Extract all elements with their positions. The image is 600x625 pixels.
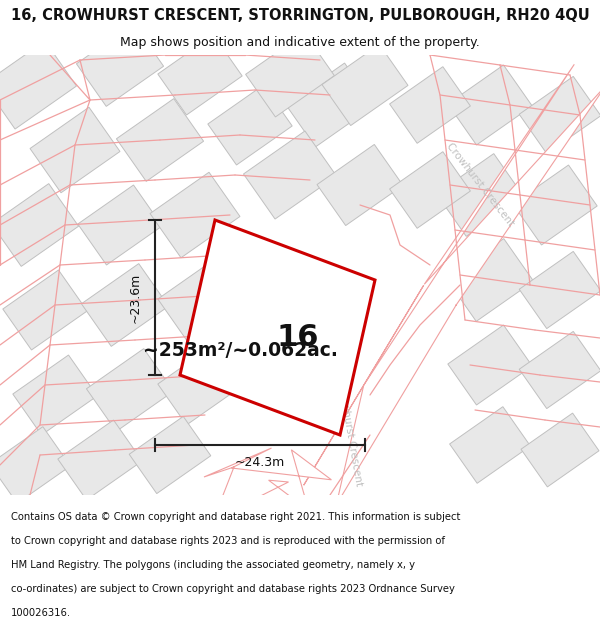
Polygon shape: [245, 33, 334, 117]
Polygon shape: [204, 448, 331, 513]
Polygon shape: [448, 325, 532, 405]
Polygon shape: [389, 152, 470, 228]
Polygon shape: [30, 107, 120, 192]
Polygon shape: [322, 44, 408, 126]
Polygon shape: [448, 65, 532, 145]
Polygon shape: [449, 407, 530, 483]
Polygon shape: [304, 64, 600, 505]
Polygon shape: [208, 85, 292, 165]
Text: Crowhurst Crescent: Crowhurst Crescent: [336, 383, 364, 487]
Polygon shape: [158, 35, 242, 115]
Polygon shape: [0, 184, 79, 266]
Polygon shape: [0, 41, 76, 129]
Polygon shape: [116, 99, 203, 181]
Polygon shape: [180, 220, 375, 435]
Polygon shape: [389, 67, 470, 143]
Text: 16: 16: [276, 323, 319, 352]
Text: 100026316.: 100026316.: [11, 608, 71, 618]
Polygon shape: [286, 63, 374, 147]
Text: Crowhurst Crescent: Crowhurst Crescent: [445, 141, 515, 229]
Text: ~24.3m: ~24.3m: [235, 456, 285, 469]
Polygon shape: [78, 185, 162, 265]
Polygon shape: [150, 173, 240, 258]
Polygon shape: [519, 76, 600, 154]
Text: Map shows position and indicative extent of the property.: Map shows position and indicative extent…: [120, 36, 480, 49]
Text: 16, CROWHURST CRESCENT, STORRINGTON, PULBOROUGH, RH20 4QU: 16, CROWHURST CRESCENT, STORRINGTON, PUL…: [11, 8, 589, 23]
Polygon shape: [3, 270, 87, 350]
Polygon shape: [317, 144, 403, 226]
Text: co-ordinates) are subject to Crown copyright and database rights 2023 Ordnance S: co-ordinates) are subject to Crown copyr…: [11, 584, 455, 594]
Polygon shape: [129, 416, 211, 494]
Polygon shape: [158, 345, 242, 425]
Text: Contains OS data © Crown copyright and database right 2021. This information is : Contains OS data © Crown copyright and d…: [11, 512, 460, 522]
Polygon shape: [519, 331, 600, 409]
Polygon shape: [521, 413, 599, 487]
Polygon shape: [86, 349, 173, 431]
Polygon shape: [76, 24, 164, 106]
Text: HM Land Registry. The polygons (including the associated geometry, namely x, y: HM Land Registry. The polygons (includin…: [11, 560, 415, 570]
Polygon shape: [513, 165, 597, 245]
Polygon shape: [158, 260, 242, 340]
Polygon shape: [13, 355, 97, 435]
Polygon shape: [0, 427, 70, 503]
Polygon shape: [519, 251, 600, 329]
Polygon shape: [244, 131, 337, 219]
Text: to Crown copyright and database rights 2023 and is reproduced with the permissio: to Crown copyright and database rights 2…: [11, 536, 445, 546]
Polygon shape: [436, 154, 524, 236]
Polygon shape: [58, 420, 142, 500]
Text: ~23.6m: ~23.6m: [128, 272, 142, 322]
Text: ~253m²/~0.062ac.: ~253m²/~0.062ac.: [143, 341, 337, 359]
Polygon shape: [446, 239, 533, 321]
Polygon shape: [82, 264, 169, 346]
